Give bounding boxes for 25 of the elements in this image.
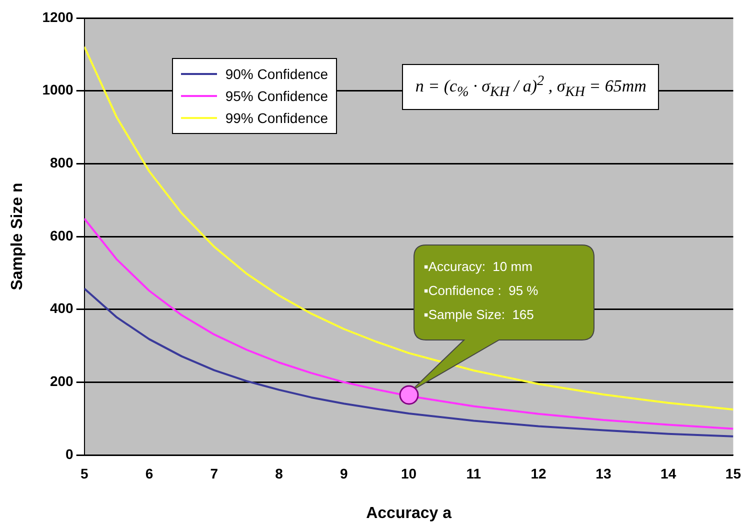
x-tick-label: 6: [145, 465, 154, 482]
y-axis-title: Sample Size n: [9, 182, 26, 290]
y-tick-label: 600: [50, 227, 74, 244]
x-tick-label: 14: [660, 465, 676, 482]
y-tick-label: 1200: [42, 8, 74, 25]
text: n = (c$_{%}$ · σ$_{KH}$ / a)$^{2}$ , σ$_{KH}$ = 65mm: [415, 73, 646, 100]
x-tick-label: 12: [530, 465, 547, 482]
annotation: ▪Accuracy: 10 mm ▪Confidence : 95 % ▪Sample Size: 165: [424, 258, 538, 324]
x-tick-label: 10: [400, 465, 417, 482]
y-tick-label: 400: [50, 300, 74, 316]
x-tick-label: 9: [340, 465, 348, 482]
x-tick-label: 8: [275, 465, 284, 482]
y-tick-label: 0: [66, 446, 74, 462]
y-tick-label: 1000: [42, 82, 74, 98]
legend-label: 95% Confidence: [225, 88, 328, 104]
x-tick-label: 13: [596, 465, 612, 482]
x-tick-label: 5: [80, 465, 88, 482]
x-tick-label: 11: [466, 465, 482, 482]
x-tick-label: 15: [725, 465, 742, 482]
legend-label: 99% Confidence: [225, 110, 328, 126]
legend-label: 90% Confidence: [225, 66, 328, 82]
y-tick-label: 800: [50, 154, 74, 171]
y-tick-label: 200: [50, 373, 74, 390]
x-tick-label: 7: [210, 465, 218, 482]
x-axis-title: Accuracy a: [366, 504, 452, 522]
